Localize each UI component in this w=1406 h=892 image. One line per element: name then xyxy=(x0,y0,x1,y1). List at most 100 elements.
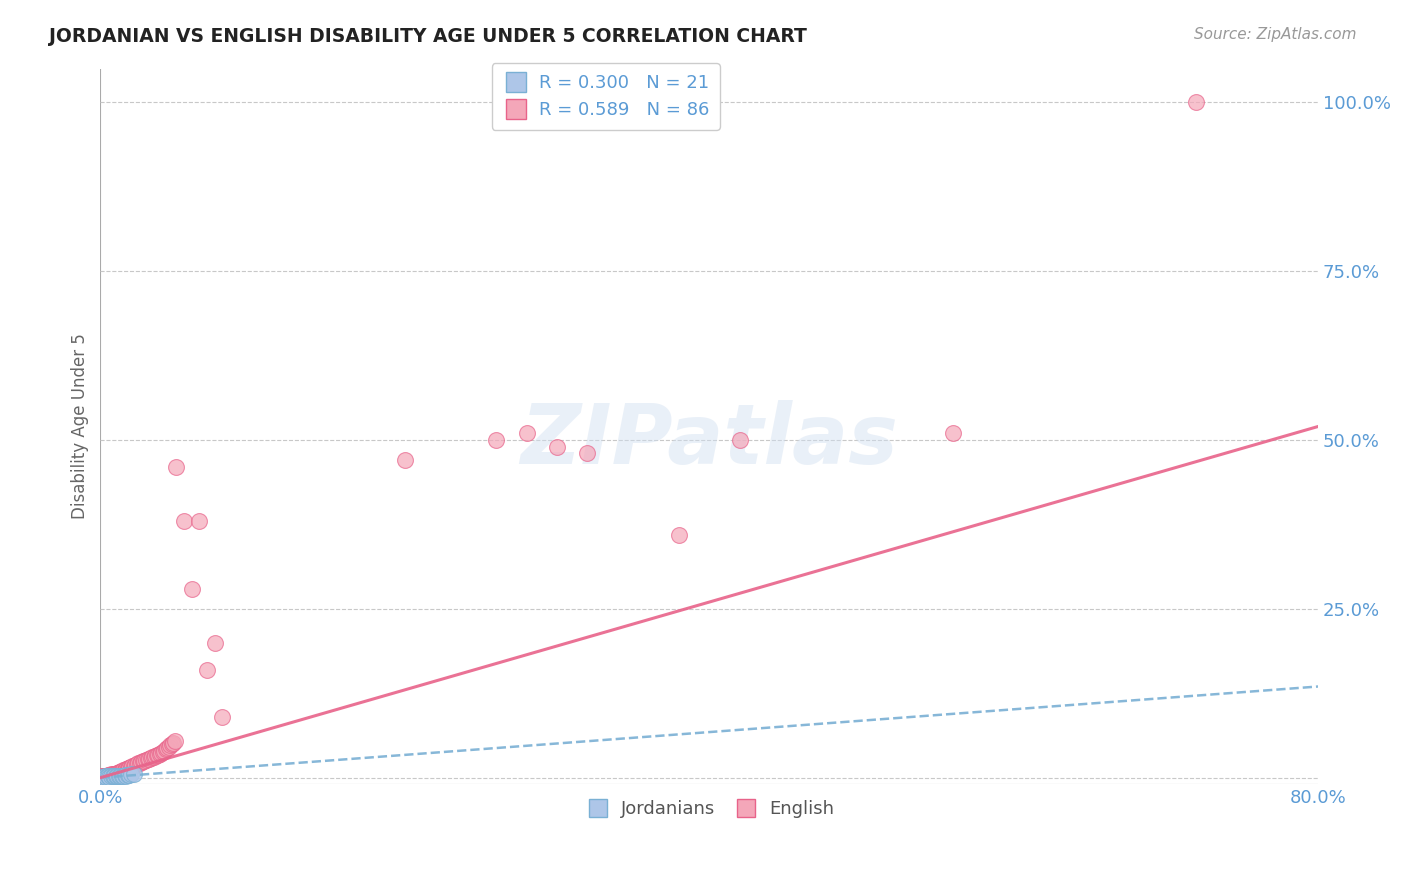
Point xyxy=(97,769,120,783)
Point xyxy=(117,762,139,776)
Point xyxy=(117,761,139,775)
Point xyxy=(111,769,134,783)
Point xyxy=(155,742,177,756)
Point xyxy=(100,768,122,782)
Point xyxy=(112,764,135,778)
Point xyxy=(108,764,131,779)
Point xyxy=(166,460,188,475)
Point xyxy=(100,767,122,781)
Point xyxy=(96,769,118,783)
Point xyxy=(195,663,218,677)
Point xyxy=(108,765,131,780)
Point xyxy=(112,769,135,783)
Point xyxy=(93,770,115,784)
Point xyxy=(118,761,141,775)
Point xyxy=(104,766,127,780)
Y-axis label: Disability Age Under 5: Disability Age Under 5 xyxy=(72,334,89,519)
Point xyxy=(148,747,170,762)
Point xyxy=(111,764,134,778)
Point xyxy=(105,769,128,783)
Point xyxy=(103,766,125,780)
Legend: Jordanians, English: Jordanians, English xyxy=(578,793,841,825)
Point xyxy=(97,769,120,783)
Point xyxy=(90,770,112,784)
Point xyxy=(1185,95,1208,110)
Point xyxy=(160,737,183,751)
Point xyxy=(115,763,138,777)
Point xyxy=(159,738,181,752)
Point xyxy=(485,433,508,447)
Point xyxy=(90,769,112,783)
Point xyxy=(211,710,233,724)
Point xyxy=(129,756,152,770)
Point xyxy=(101,767,124,781)
Point xyxy=(188,514,211,528)
Point xyxy=(156,741,179,756)
Point xyxy=(96,769,118,783)
Point xyxy=(173,514,195,528)
Point xyxy=(121,759,143,773)
Point xyxy=(115,762,138,776)
Point xyxy=(394,453,416,467)
Point xyxy=(108,769,131,783)
Point xyxy=(576,446,599,460)
Point xyxy=(112,764,135,778)
Point xyxy=(139,751,162,765)
Point xyxy=(143,749,166,764)
Point xyxy=(136,752,159,766)
Point xyxy=(157,739,180,754)
Point xyxy=(141,750,163,764)
Point xyxy=(942,426,965,441)
Point xyxy=(98,768,121,782)
Point xyxy=(107,766,129,780)
Point xyxy=(118,760,141,774)
Point xyxy=(105,766,128,780)
Point xyxy=(115,769,138,783)
Point xyxy=(104,769,127,783)
Point xyxy=(107,765,129,780)
Point xyxy=(94,769,117,783)
Point xyxy=(98,770,121,784)
Point xyxy=(96,770,118,784)
Point xyxy=(107,769,129,783)
Point xyxy=(122,758,145,772)
Point xyxy=(122,767,145,781)
Point xyxy=(104,767,127,781)
Point xyxy=(93,769,115,783)
Point xyxy=(93,769,115,783)
Point xyxy=(120,760,142,774)
Point xyxy=(668,527,690,541)
Point xyxy=(101,769,124,783)
Point xyxy=(114,763,136,777)
Point xyxy=(204,635,226,649)
Point xyxy=(120,760,142,774)
Point xyxy=(97,768,120,782)
Point xyxy=(120,767,142,781)
Point xyxy=(150,747,173,761)
Point xyxy=(180,582,202,596)
Text: ZIPatlas: ZIPatlas xyxy=(520,401,898,482)
Point xyxy=(149,747,172,761)
Point xyxy=(114,768,136,782)
Point xyxy=(93,770,115,784)
Point xyxy=(118,768,141,782)
Point xyxy=(546,440,568,454)
Point xyxy=(111,764,134,779)
Point xyxy=(124,757,146,772)
Point xyxy=(516,426,538,441)
Point xyxy=(127,756,149,771)
Point xyxy=(105,766,128,780)
Point xyxy=(98,769,121,783)
Text: JORDANIAN VS ENGLISH DISABILITY AGE UNDER 5 CORRELATION CHART: JORDANIAN VS ENGLISH DISABILITY AGE UNDE… xyxy=(49,27,807,45)
Point xyxy=(138,752,160,766)
Point xyxy=(162,735,184,749)
Point xyxy=(125,757,148,772)
Point xyxy=(153,744,176,758)
Point xyxy=(134,754,156,768)
Point xyxy=(152,745,174,759)
Point xyxy=(131,755,153,769)
Text: Source: ZipAtlas.com: Source: ZipAtlas.com xyxy=(1194,27,1357,42)
Point xyxy=(117,768,139,782)
Point xyxy=(103,769,125,783)
Point xyxy=(132,755,155,769)
